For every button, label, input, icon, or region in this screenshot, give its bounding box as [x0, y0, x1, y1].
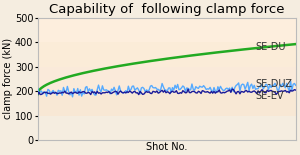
- Bar: [38, 18, 296, 42]
- Bar: [38, 42, 296, 67]
- Bar: [38, 67, 296, 91]
- X-axis label: Shot No.: Shot No.: [146, 142, 187, 152]
- Text: SE-EV: SE-EV: [256, 91, 284, 101]
- Bar: [38, 116, 296, 140]
- Bar: [38, 91, 296, 116]
- Text: SE-DU: SE-DU: [256, 42, 286, 52]
- Title: Capability of  following clamp force: Capability of following clamp force: [49, 3, 284, 16]
- Text: SE-DUZ: SE-DUZ: [256, 79, 292, 89]
- Y-axis label: clamp force (kN): clamp force (kN): [4, 38, 14, 120]
